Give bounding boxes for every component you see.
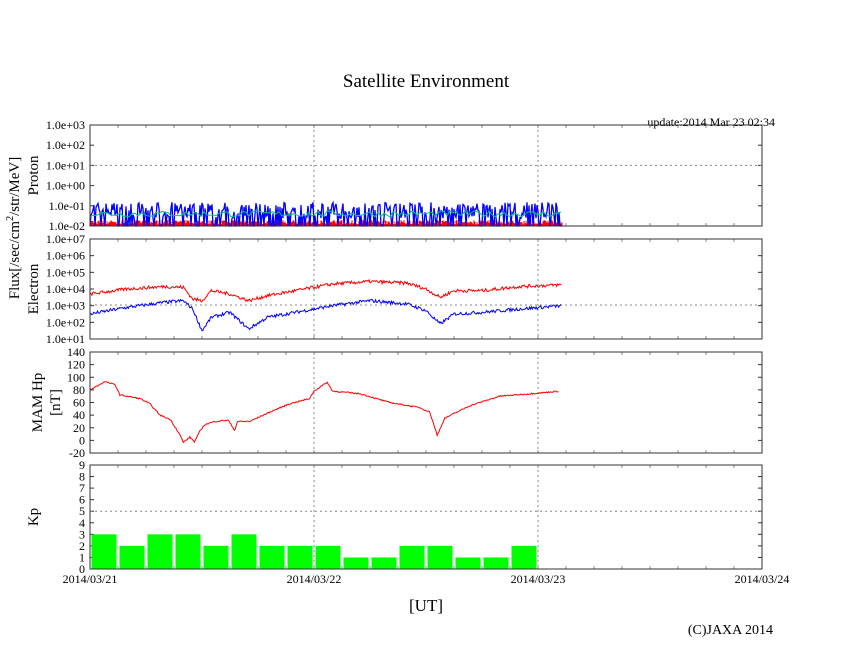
panel-proton: 1.0e-02 1.0e-01 1.0e+00 1.0e+01 1.0e+02 1.0e+… xyxy=(26,118,763,233)
update-timestamp: update:2014 Mar 23 02:34 xyxy=(647,115,775,129)
mam-hp-series xyxy=(89,381,559,444)
y-tick-label: 20 xyxy=(73,421,85,435)
y-tick-label: 1.0e+04 xyxy=(46,282,85,296)
y-tick-label: -20 xyxy=(69,446,85,460)
plot-frame xyxy=(89,238,763,340)
y-axis-label: [nT] xyxy=(48,389,64,416)
kp-bar xyxy=(203,545,229,569)
y-tick-label: 60 xyxy=(73,396,85,410)
kp-bar xyxy=(399,545,425,569)
proton-high-series xyxy=(89,200,562,227)
flux-ylabel: Flux[/sec/cm2/str/MeV] xyxy=(5,157,23,300)
electron-low-energy-series xyxy=(89,278,562,303)
y-tick-label: 1.0e+06 xyxy=(46,249,85,263)
y-tick-label: 140 xyxy=(67,345,85,359)
plot-frame xyxy=(89,464,763,570)
electron-high-energy-series xyxy=(89,298,562,332)
chart-title: Satellite Environment xyxy=(343,71,510,92)
y-tick-label: 1.0e-01 xyxy=(49,199,85,213)
y-axis-label: MAM Hp xyxy=(30,373,46,433)
y-tick-label: 80 xyxy=(73,383,85,397)
y-tick-label: 1 xyxy=(79,550,85,564)
kp-bar xyxy=(427,545,453,569)
kp-bar xyxy=(371,557,397,569)
y-tick-label: 120 xyxy=(67,358,85,372)
y-tick-label: 1.0e+07 xyxy=(46,232,85,246)
plot-frame xyxy=(89,351,763,454)
x-tick-label: 2014/03/22 xyxy=(287,572,342,586)
y-tick-label: 1.0e+02 xyxy=(46,315,85,329)
y-tick-label: 2 xyxy=(79,539,85,553)
y-tick-label: 1.0e+03 xyxy=(46,299,85,313)
kp-bar xyxy=(119,545,145,569)
panel-electron: 1.0e+01 1.0e+02 1.0e+03 1.0e+04 1.0e+05 1.0e+… xyxy=(26,232,763,346)
kp-bar xyxy=(511,545,537,569)
y-tick-label: 1.0e+00 xyxy=(46,179,85,193)
y-tick-label: 1.0e+03 xyxy=(46,118,85,132)
y-tick-label: 1.0e+01 xyxy=(46,332,85,346)
y-tick-label: 4 xyxy=(79,516,85,530)
y-tick-label: 1.0e-02 xyxy=(49,219,85,233)
x-axis-label: [UT] xyxy=(409,596,443,615)
x-tick-label: 2014/03/21 xyxy=(63,572,118,586)
y-axis-label: Proton xyxy=(26,155,42,196)
kp-bar xyxy=(147,534,173,569)
kp-bar xyxy=(91,534,117,569)
y-tick-label: 7 xyxy=(79,481,85,495)
copyright: (C)JAXA 2014 xyxy=(688,623,773,638)
x-tick-label: 2014/03/24 xyxy=(735,572,790,586)
y-tick-label: 6 xyxy=(79,493,85,507)
y-tick-label: 0 xyxy=(79,433,85,447)
plot-frame xyxy=(89,124,763,227)
y-tick-label: 8 xyxy=(79,470,85,484)
y-axis-label: Electron xyxy=(26,263,42,314)
kp-bar xyxy=(259,545,285,569)
kp-bar xyxy=(483,557,509,569)
kp-bar xyxy=(175,534,201,569)
y-tick-label: 40 xyxy=(73,408,85,422)
y-axis-label: Kp xyxy=(26,508,42,526)
y-tick-label: 1.0e+02 xyxy=(46,138,85,152)
proton-avg-series xyxy=(89,210,562,218)
x-tick-label: 2014/03/23 xyxy=(511,572,566,586)
y-tick-label: 5 xyxy=(79,504,85,518)
kp-bar xyxy=(231,534,257,569)
y-tick-label: 1.0e+05 xyxy=(46,265,85,279)
kp-bar xyxy=(343,557,369,569)
kp-bar xyxy=(287,545,313,569)
y-tick-label: 1.0e+01 xyxy=(46,158,85,172)
y-tick-label: 0 xyxy=(79,562,85,576)
y-tick-label: 3 xyxy=(79,527,85,541)
kp-bar xyxy=(315,545,341,569)
kp-bar xyxy=(455,557,481,569)
y-tick-label: 100 xyxy=(67,370,85,384)
y-tick-label: 9 xyxy=(79,458,85,472)
